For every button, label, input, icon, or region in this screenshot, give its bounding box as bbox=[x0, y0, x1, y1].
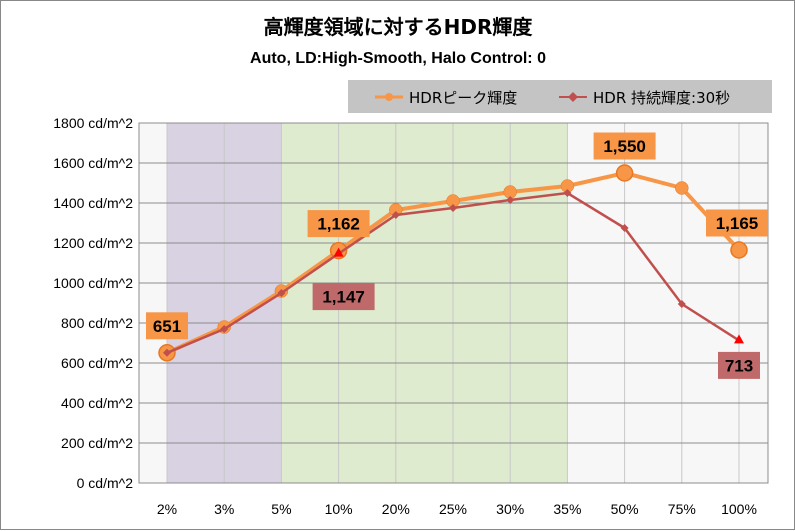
data-label-peak: 1,162 bbox=[317, 215, 360, 234]
data-label-peak: 1,550 bbox=[603, 137, 646, 156]
y-tick-label: 1000 cd/m^2 bbox=[53, 275, 133, 291]
point-peak bbox=[675, 181, 689, 195]
data-label-sustained-box bbox=[718, 351, 760, 379]
point-peak bbox=[615, 164, 634, 182]
legend-label-peak: HDRピーク輝度 bbox=[409, 89, 517, 107]
point-sustained bbox=[449, 204, 457, 212]
data-label-peak: 651 bbox=[153, 317, 181, 336]
y-tick-label: 400 cd/m^2 bbox=[61, 395, 133, 411]
x-tick-label: 50% bbox=[611, 501, 639, 517]
x-tick-label: 10% bbox=[325, 501, 353, 517]
point-sustained-highlight bbox=[333, 247, 344, 257]
x-tick-label: 35% bbox=[553, 501, 581, 517]
point-sustained bbox=[220, 325, 229, 333]
x-tick-label: 5% bbox=[271, 501, 291, 517]
data-label-peak-box bbox=[146, 312, 188, 340]
x-tick-label: 2% bbox=[157, 501, 177, 517]
y-tick-label: 0 cd/m^2 bbox=[77, 475, 134, 491]
point-sustained bbox=[677, 300, 686, 308]
data-label-sustained: 1,147 bbox=[322, 288, 365, 307]
legend-marker-sustained-diamond bbox=[568, 92, 578, 102]
legend: HDRピーク輝度 HDR 持続輝度:30秒 bbox=[348, 80, 772, 113]
x-tick-label: 25% bbox=[439, 501, 467, 517]
point-sustained-highlight bbox=[734, 334, 744, 344]
point-sustained bbox=[391, 211, 400, 219]
plot-border bbox=[138, 122, 769, 484]
point-sustained bbox=[506, 196, 515, 204]
data-label-sustained: 713 bbox=[725, 356, 753, 375]
y-tick-label: 1600 cd/m^2 bbox=[53, 155, 133, 171]
data-label-peak-box bbox=[706, 209, 768, 237]
chart-subtitle: Auto, LD:High-Smooth, Halo Control: 0 bbox=[250, 50, 546, 67]
y-tick-label: 600 cd/m^2 bbox=[61, 355, 133, 371]
legend-marker-peak-dot bbox=[385, 93, 393, 101]
y-tick-label: 200 cd/m^2 bbox=[61, 435, 133, 451]
point-sustained bbox=[163, 348, 171, 357]
x-tick-label: 100% bbox=[721, 501, 757, 517]
y-tick-label: 1800 cd/m^2 bbox=[53, 115, 133, 131]
point-sustained bbox=[620, 224, 629, 232]
point-peak bbox=[730, 241, 748, 259]
point-sustained bbox=[563, 189, 572, 197]
chart-title: 高輝度領域に対するHDR輝度 bbox=[264, 15, 534, 39]
data-label-peak-box bbox=[593, 132, 656, 160]
x-tick-label: 30% bbox=[496, 501, 524, 517]
data-label-peak: 1,165 bbox=[716, 214, 759, 233]
legend-label-sustained: HDR 持続輝度:30秒 bbox=[593, 89, 730, 107]
point-sustained bbox=[277, 289, 286, 297]
y-tick-label: 1200 cd/m^2 bbox=[53, 235, 133, 251]
x-tick-label: 75% bbox=[668, 501, 696, 517]
data-label-peak-box bbox=[307, 210, 370, 238]
y-tick-label: 800 cd/m^2 bbox=[61, 315, 133, 331]
data-label-sustained-box bbox=[312, 283, 375, 311]
x-tick-label: 3% bbox=[214, 501, 234, 517]
y-tick-label: 1400 cd/m^2 bbox=[53, 195, 133, 211]
x-tick-label: 20% bbox=[382, 501, 410, 517]
